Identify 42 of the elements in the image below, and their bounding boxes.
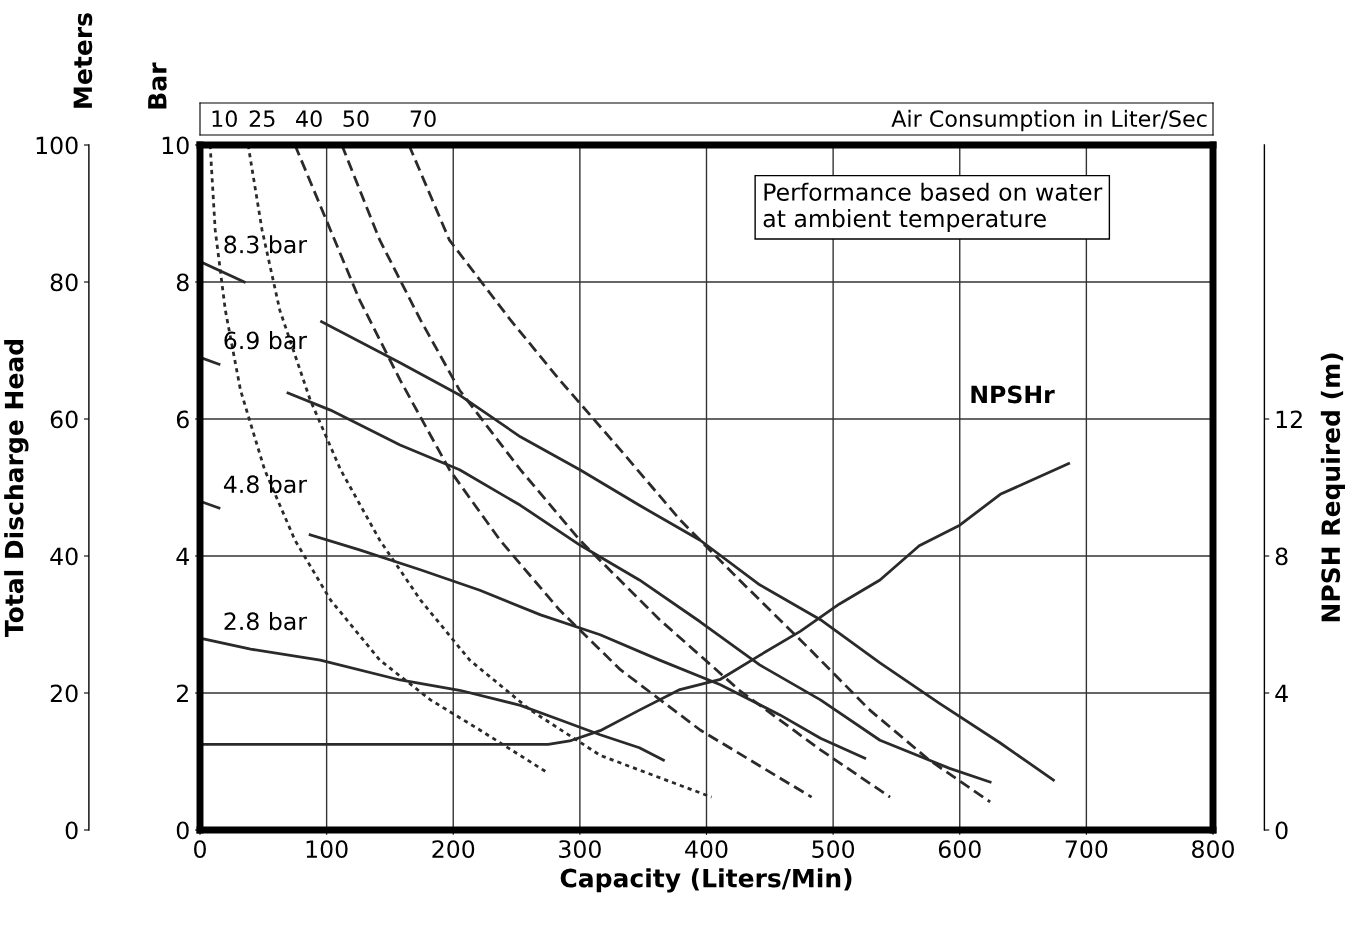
x-tick-label: 500 [812,840,855,858]
y-tick-label: 0 [65,821,78,840]
series-label: 70 [410,110,436,128]
y-axis-title: Total Discharge Head [4,339,29,637]
y3-axis-title: Bar [148,62,167,109]
y2-axis-title: NPSH Required (m) [1320,353,1346,622]
y-tick-label: 100 [36,136,78,155]
series-label: 25 [249,110,275,128]
text: Meters [73,13,93,108]
series-label: 10 [212,110,237,128]
y-tick-label: 80 [50,273,78,292]
x-tick-label: 600 [938,840,981,858]
x-tick-label: 800 [1192,840,1234,858]
series-label: 2.8 bar [224,611,308,631]
y3-tick-label: 8 [176,273,189,292]
y3-tick-label: 4 [176,547,189,565]
annotation: Performance based on water at ambient temperature [763,182,1103,232]
y2-tick-label: 4 [1275,684,1288,702]
x-axis-title: Capacity (Liters/Min) [560,868,852,893]
x-tick-label: 700 [1065,840,1108,858]
y-tick-label: 60 [50,410,78,429]
y3-tick-label: 6 [176,410,189,429]
x-tick-label: 100 [306,840,348,858]
series-label: 6.9 bar [224,331,308,350]
series-label: 8.3 bar [224,235,308,254]
text: Air Consumption in Liter/Sec [891,109,1207,132]
series-label: 4.8 bar [223,474,308,494]
y3-tick-label: 0 [176,821,189,840]
x-tick-label: 400 [685,840,728,858]
y-tick-label: 20 [50,684,78,703]
y3-tick-label: 10 [162,136,189,155]
y2-tick-label: 12 [1276,410,1302,428]
x-tick-label: 300 [559,840,601,858]
y2-tick-label: 8 [1275,547,1288,566]
y3-tick-label: 2 [176,684,188,702]
x-tick-label: 0 [194,840,206,858]
series-label: 50 [343,110,369,128]
y-tick-label: 40 [50,547,78,566]
y2-tick-label: 0 [1275,821,1288,840]
x-tick-label: 200 [432,840,475,858]
text: NPSHr [971,385,1055,404]
series-label: 40 [296,110,322,128]
